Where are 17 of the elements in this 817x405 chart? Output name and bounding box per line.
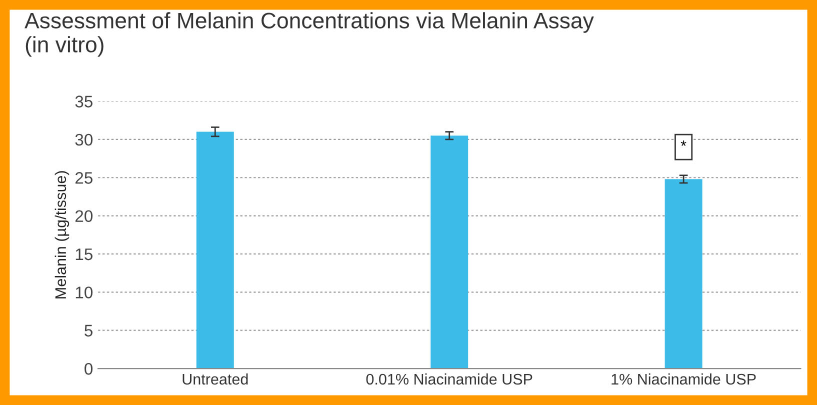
bar — [196, 132, 234, 369]
annotation: * — [680, 140, 686, 146]
y-tick-label: 25 — [75, 172, 92, 184]
y-tick-label: 30 — [75, 134, 93, 146]
x-tick-label: 0.01% Niacinamide USP — [366, 373, 532, 385]
bar — [664, 179, 702, 369]
y-tick-label: 10 — [76, 286, 93, 298]
y-tick-label: 15 — [76, 248, 92, 260]
y-tick-label: 35 — [75, 96, 92, 108]
y-tick-label: 0 — [84, 362, 93, 375]
x-tick-label: 1% Niacinamide USP — [612, 373, 756, 385]
bar — [430, 136, 468, 369]
y-tick-label: 20 — [75, 210, 93, 222]
x-tick-label: Untreated — [182, 373, 248, 385]
y-tick-label: 5 — [84, 324, 92, 337]
chart-title: Assessment of Melanin Concentrations via Melanin Assay (in vitro) — [24, 12, 594, 57]
y-axis-title: Melanin (µg/tissue) — [54, 171, 70, 298]
